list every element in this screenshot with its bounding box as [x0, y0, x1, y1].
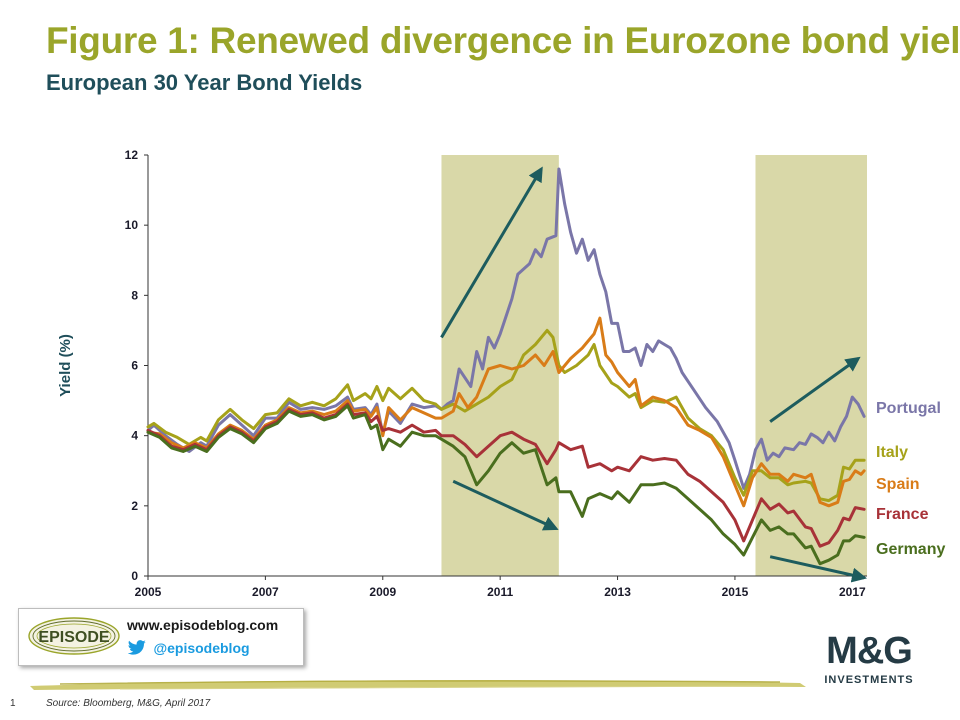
series-label-portugal: Portugal	[876, 400, 941, 417]
series-line-italy	[146, 328, 866, 503]
series-label-france: France	[876, 506, 929, 523]
mg-investments-logo: M&G INVESTMENTS	[812, 630, 926, 694]
mg-logo-text: M&G	[826, 630, 913, 672]
series-label-spain: Spain	[876, 476, 920, 493]
y-tick-label: 0	[131, 569, 138, 583]
series-labels: Portugal Italy Spain France Germany	[876, 400, 945, 558]
y-axis-label: Yield (%)	[57, 334, 74, 397]
x-tick-label: 2011	[487, 585, 513, 599]
episode-logo-text: EPISODE	[38, 629, 109, 646]
source-note: Source: Bloomberg, M&G, April 2017	[46, 698, 211, 709]
y-tick-label: 2	[131, 499, 138, 513]
twitter-bird-icon	[127, 639, 146, 655]
twitter-row[interactable]: @episodeblog	[127, 639, 250, 657]
trend-arrow-4	[769, 555, 867, 583]
twitter-handle: @episodeblog	[153, 639, 250, 656]
trend-arrow-2	[452, 479, 559, 531]
series-line-portugal	[146, 167, 866, 490]
x-tick-label: 2013	[604, 585, 631, 599]
y-tick-label: 8	[131, 288, 138, 302]
episode-logo: EPISODE	[28, 617, 120, 655]
trend-arrows	[440, 166, 867, 583]
yield-chart: 0 2 4 6 8 10 12 2005 2007 2009 2011 2013 2015 2017 Yie…	[57, 148, 945, 599]
y-tick-label: 4	[131, 429, 138, 443]
page-title: Figure 1: Renewed divergence in Eurozone…	[46, 20, 960, 61]
trend-arrow-1	[440, 166, 543, 339]
x-tick-label: 2005	[135, 585, 162, 599]
chart-series	[146, 167, 866, 566]
x-tick-label: 2007	[252, 585, 279, 599]
chart-axes: 0 2 4 6 8 10 12 2005 2007 2009 2011 2013 2015 2017 Yie…	[57, 148, 867, 599]
series-line-spain	[146, 316, 866, 508]
x-tick-label: 2009	[369, 585, 396, 599]
series-line-germany	[146, 404, 866, 566]
episode-branding-box: EPISODE www.episodeblog.com @episodeblog	[18, 608, 304, 666]
y-tick-label: 6	[131, 359, 138, 373]
x-tick-label: 2017	[839, 585, 866, 599]
mg-logo-sub: INVESTMENTS	[824, 674, 914, 686]
trend-arrow-3	[769, 356, 861, 423]
page-number: 1	[10, 698, 16, 709]
website-link[interactable]: www.episodeblog.com	[127, 617, 279, 633]
page-subtitle: European 30 Year Bond Yields	[46, 70, 363, 95]
y-tick-label: 12	[125, 148, 139, 162]
y-tick-label: 10	[125, 218, 139, 232]
series-label-italy: Italy	[876, 444, 908, 461]
series-label-germany: Germany	[876, 541, 945, 558]
decorative-brush-stroke	[30, 680, 806, 690]
x-tick-label: 2015	[722, 585, 749, 599]
